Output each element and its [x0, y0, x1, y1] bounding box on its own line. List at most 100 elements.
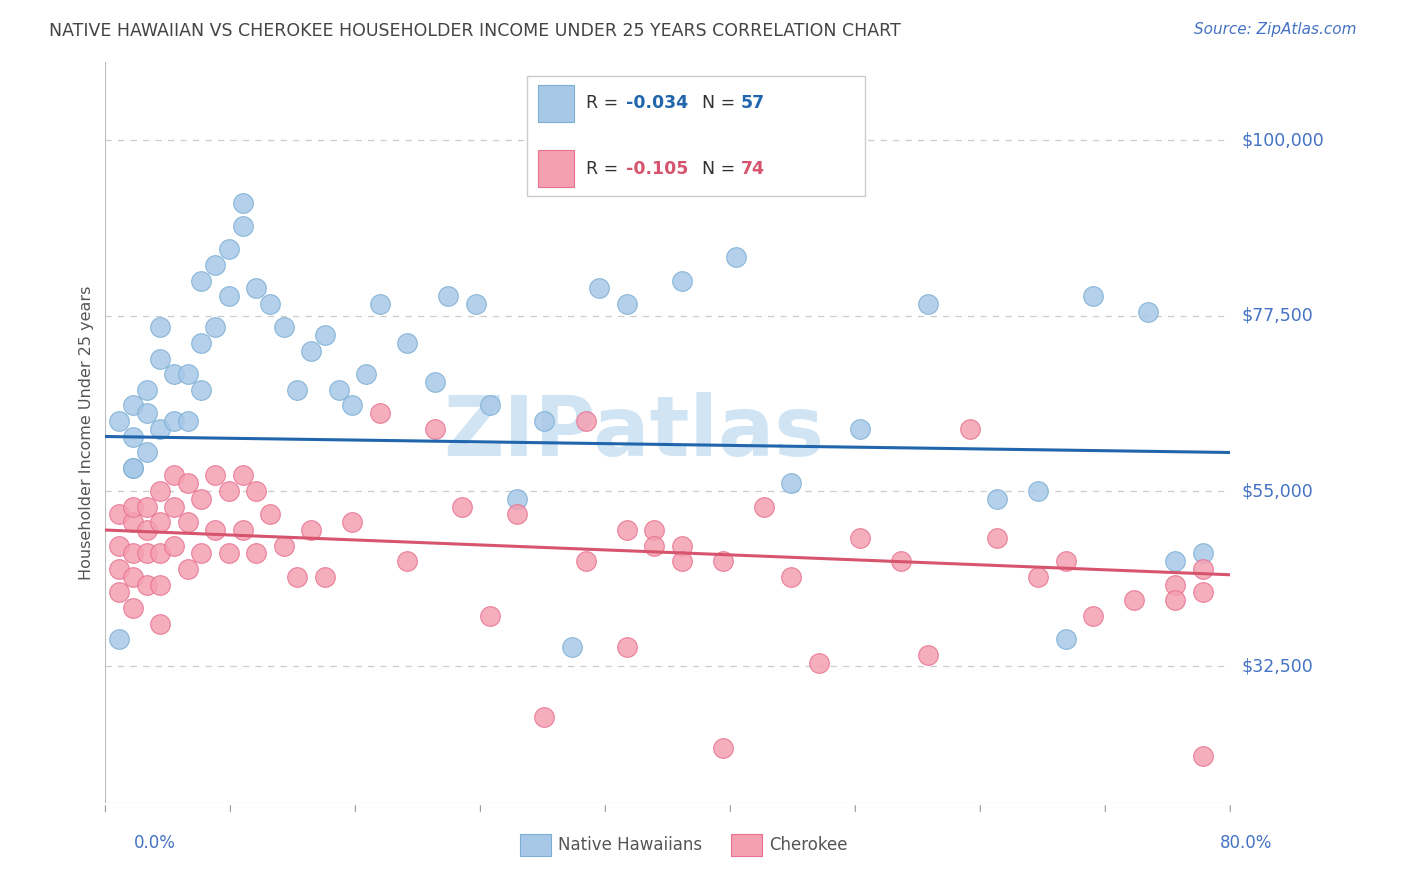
Text: N =: N =	[702, 160, 741, 178]
Point	[149, 616, 172, 631]
Point	[314, 570, 336, 584]
Point	[1191, 749, 1213, 764]
Text: 57: 57	[741, 95, 765, 112]
Point	[259, 508, 281, 522]
Text: R =: R =	[586, 160, 624, 178]
Point	[1054, 554, 1077, 568]
Point	[232, 523, 254, 537]
Text: 0.0%: 0.0%	[134, 834, 176, 852]
Point	[478, 398, 501, 412]
Point	[1081, 608, 1104, 623]
Text: Source: ZipAtlas.com: Source: ZipAtlas.com	[1194, 22, 1357, 37]
Point	[917, 297, 939, 311]
Point	[368, 297, 391, 311]
Point	[959, 422, 981, 436]
Point	[574, 554, 596, 568]
Point	[190, 546, 212, 560]
Point	[122, 515, 145, 529]
Point	[122, 546, 145, 560]
Point	[506, 491, 529, 506]
Point	[135, 546, 157, 560]
Point	[232, 195, 254, 210]
Point	[163, 468, 186, 483]
Point	[643, 523, 665, 537]
Point	[1123, 593, 1146, 607]
Point	[287, 383, 309, 397]
Text: NATIVE HAWAIIAN VS CHEROKEE HOUSEHOLDER INCOME UNDER 25 YEARS CORRELATION CHART: NATIVE HAWAIIAN VS CHEROKEE HOUSEHOLDER …	[49, 22, 901, 40]
Point	[135, 445, 157, 459]
Point	[533, 414, 555, 428]
Point	[122, 601, 145, 615]
Text: R =: R =	[586, 95, 624, 112]
Point	[190, 491, 212, 506]
Point	[177, 414, 200, 428]
Text: Cherokee: Cherokee	[769, 836, 848, 855]
Point	[177, 476, 200, 491]
Point	[711, 554, 734, 568]
Point	[616, 640, 638, 654]
Point	[299, 343, 322, 358]
Text: Native Hawaiians: Native Hawaiians	[558, 836, 703, 855]
Point	[177, 562, 200, 576]
Point	[917, 648, 939, 662]
Point	[423, 422, 446, 436]
Text: $55,000: $55,000	[1241, 482, 1313, 500]
Point	[218, 289, 240, 303]
Point	[163, 367, 186, 381]
Point	[122, 460, 145, 475]
Point	[218, 546, 240, 560]
Point	[135, 406, 157, 420]
Point	[259, 297, 281, 311]
Point	[1164, 593, 1187, 607]
Point	[849, 531, 872, 545]
Point	[163, 500, 186, 514]
Point	[149, 351, 172, 366]
Point	[890, 554, 912, 568]
Point	[108, 562, 131, 576]
Point	[1164, 577, 1187, 591]
Point	[163, 539, 186, 553]
Text: 80.0%: 80.0%	[1220, 834, 1272, 852]
Point	[149, 484, 172, 499]
Point	[135, 523, 157, 537]
Point	[423, 375, 446, 389]
Point	[108, 414, 131, 428]
Point	[149, 515, 172, 529]
Point	[533, 710, 555, 724]
Point	[149, 320, 172, 334]
Point	[849, 422, 872, 436]
Point	[204, 258, 226, 272]
Point	[108, 632, 131, 647]
Point	[108, 539, 131, 553]
Point	[218, 484, 240, 499]
Point	[752, 500, 775, 514]
Text: $32,500: $32,500	[1241, 657, 1313, 675]
Point	[122, 460, 145, 475]
Point	[232, 219, 254, 233]
Point	[1026, 484, 1049, 499]
Point	[122, 398, 145, 412]
Y-axis label: Householder Income Under 25 years: Householder Income Under 25 years	[79, 285, 94, 580]
Point	[342, 515, 364, 529]
Text: -0.105: -0.105	[626, 160, 688, 178]
Point	[354, 367, 377, 381]
Point	[1081, 289, 1104, 303]
Point	[671, 554, 693, 568]
Point	[1026, 570, 1049, 584]
Point	[135, 500, 157, 514]
Point	[807, 656, 830, 670]
Point	[986, 531, 1008, 545]
Text: N =: N =	[702, 95, 741, 112]
Point	[177, 515, 200, 529]
Point	[299, 523, 322, 537]
Point	[135, 577, 157, 591]
Point	[204, 468, 226, 483]
Point	[478, 608, 501, 623]
Text: ZIPatlas: ZIPatlas	[444, 392, 824, 473]
Point	[396, 336, 419, 351]
Text: -0.034: -0.034	[626, 95, 688, 112]
Point	[616, 523, 638, 537]
Point	[1191, 585, 1213, 599]
Point	[780, 570, 803, 584]
Point	[135, 383, 157, 397]
